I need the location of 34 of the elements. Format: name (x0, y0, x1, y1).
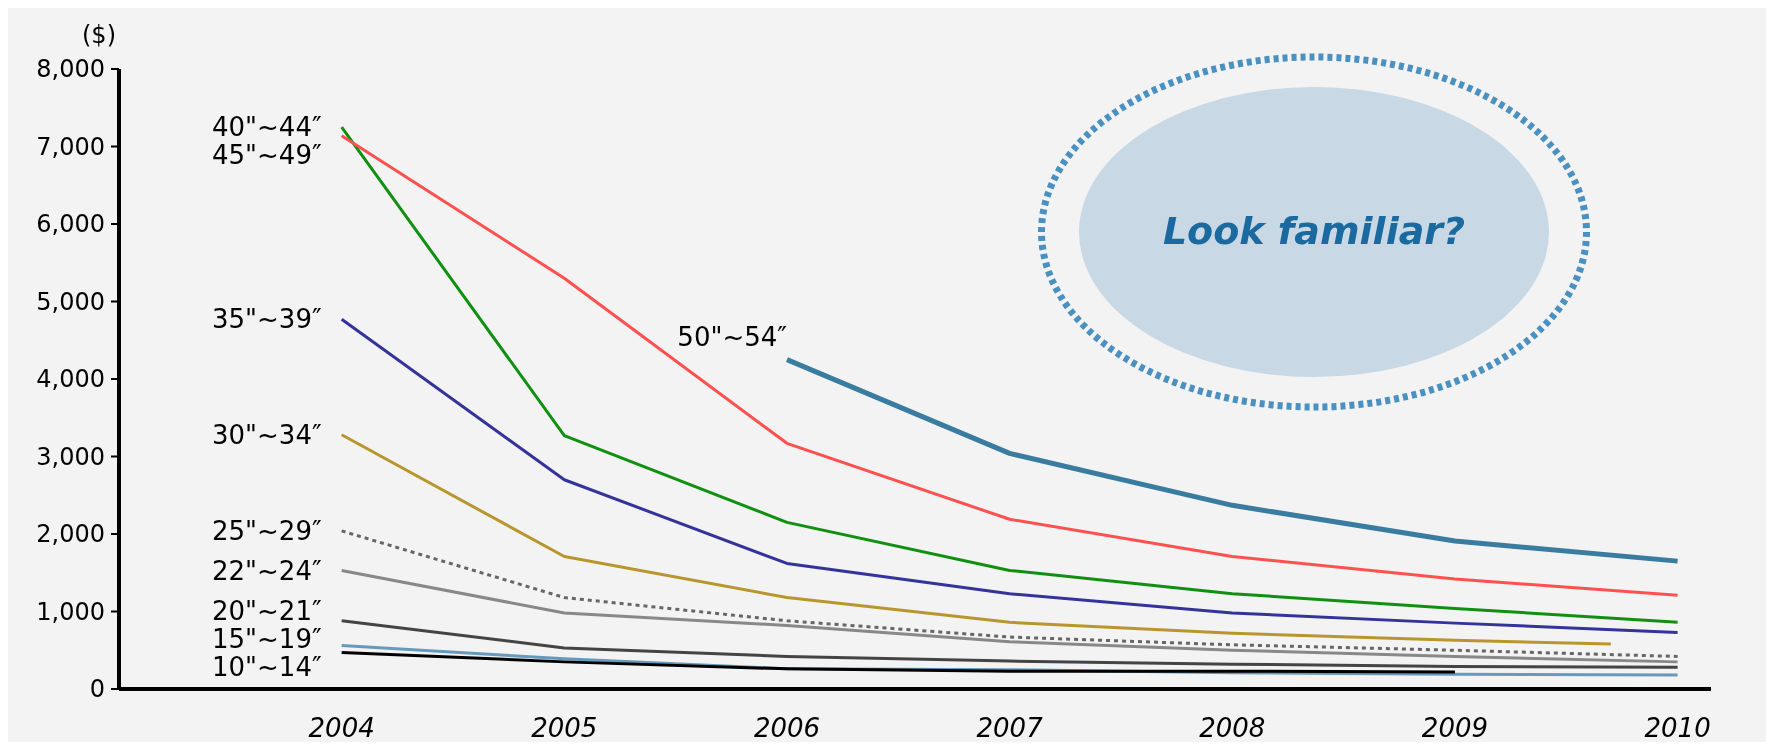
series-label: 15"~19″ (212, 624, 322, 655)
y-tick-label: 2,000 (36, 520, 105, 549)
x-tick-label: 2010 (1644, 713, 1711, 743)
line-series (340, 568, 1680, 664)
series-label: 45"~49″ (212, 140, 322, 171)
x-tick-label: 2005 (531, 713, 598, 743)
y-tick-label: 3,000 (36, 442, 105, 471)
y-tick-label: 8,000 (36, 55, 105, 84)
series-label: 40"~44″ (212, 112, 322, 143)
line-series (340, 317, 1680, 634)
x-tick-label: 2007 (976, 713, 1044, 743)
line-series (340, 433, 1613, 646)
series-label: 30"~34″ (212, 419, 322, 450)
line-series (340, 529, 1680, 658)
y-tick-label: 5,000 (36, 287, 105, 316)
y-tick-label: 7,000 (36, 132, 105, 161)
annotation: Look familiar? (1162, 209, 1466, 253)
line-series (340, 619, 1680, 669)
x-tick-label: 2008 (1199, 713, 1266, 743)
y-tick-label: 0 (89, 675, 105, 704)
series-label: 50"~54″ (677, 321, 788, 352)
series-label: 35"~39″ (212, 304, 322, 335)
series-label: 25"~29″ (212, 516, 322, 546)
y-axis-title: ($) (82, 21, 116, 49)
y-tick-label: 1,000 (36, 597, 105, 626)
series-label: 20"~21″ (212, 596, 322, 627)
x-tick-label: 2006 (753, 713, 821, 743)
y-tick-label: 4,000 (36, 365, 105, 394)
line-series (340, 651, 1457, 674)
series-label: 10"~14″ (212, 652, 322, 683)
y-tick-label: 6,000 (36, 210, 105, 239)
x-tick-label: 2004 (308, 713, 375, 743)
x-tick-label: 2009 (1421, 713, 1489, 743)
series-label: 22"~24″ (212, 555, 322, 586)
